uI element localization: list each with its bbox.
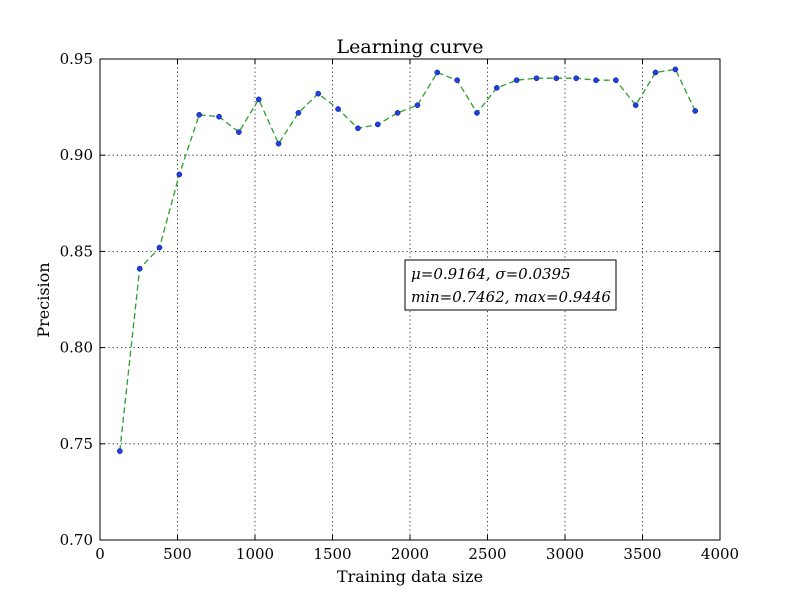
series-line: [119, 68, 696, 452]
data-point: [493, 85, 500, 91]
x-tick-label: 1500: [313, 545, 351, 563]
data-point: [176, 171, 183, 178]
series-line-group: [119, 68, 696, 452]
data-point: [672, 66, 679, 73]
data-point: [196, 111, 203, 118]
data-point: [593, 77, 599, 84]
data-point: [255, 96, 262, 103]
x-tick-labels: 0 500 1000 1500 2000 2500 3000 3500 4000: [95, 545, 739, 563]
data-point: [454, 77, 460, 84]
y-tick-label: 0.75: [60, 435, 93, 453]
x-tick-label: 2500: [468, 545, 506, 563]
data-point: [474, 110, 480, 116]
x-tick-label: 2000: [391, 545, 429, 563]
data-point: [156, 244, 163, 251]
stats-annotation-box: [404, 259, 617, 311]
data-point: [533, 75, 540, 82]
data-point: [216, 113, 222, 120]
data-point: [652, 69, 659, 76]
y-tick-label: 0.70: [60, 531, 93, 549]
data-point: [335, 106, 341, 112]
data-point: [295, 110, 302, 116]
data-point: [612, 77, 619, 84]
data-point: [414, 102, 421, 109]
data-point: [394, 110, 401, 116]
y-tick-label: 0.80: [60, 339, 93, 357]
stats-annotation-line-min-max: min=0.7462, max=0.9446: [411, 288, 611, 306]
stats-annotation: μ=0.9164, σ=0.0395 min=0.7462, max=0.944…: [404, 259, 617, 311]
data-point: [275, 140, 282, 147]
data-point: [136, 265, 143, 272]
data-point: [355, 125, 361, 132]
x-tick-label: 0: [95, 545, 105, 563]
y-tick-labels: 0.70 0.75 0.80 0.85 0.90 0.95: [60, 50, 93, 549]
data-point: [632, 102, 639, 109]
x-tick-label: 4000: [701, 545, 739, 563]
y-tick-label: 0.85: [60, 242, 93, 260]
stats-annotation-line-mean-std: μ=0.9164, σ=0.0395: [411, 265, 571, 283]
y-tick-label: 0.90: [60, 146, 93, 164]
x-tick-label: 3000: [546, 545, 584, 563]
data-point: [553, 75, 560, 82]
x-tick-label: 3500: [623, 545, 661, 563]
y-tick-label: 0.95: [60, 50, 93, 68]
data-point: [692, 108, 699, 114]
x-tick-label: 1000: [236, 545, 274, 563]
data-point: [116, 448, 123, 454]
data-point: [513, 77, 520, 84]
y-axis-label: Precision: [34, 262, 53, 337]
x-axis-label: Training data size: [337, 567, 483, 586]
data-point: [434, 69, 441, 76]
data-point: [573, 75, 580, 82]
x-tick-label: 500: [163, 545, 192, 563]
data-point: [315, 90, 322, 97]
axis-ticks: [99, 58, 721, 541]
data-point: [236, 129, 242, 135]
data-point: [374, 121, 381, 128]
chart-title: Learning curve: [337, 36, 484, 58]
data-points-group: [116, 66, 699, 454]
